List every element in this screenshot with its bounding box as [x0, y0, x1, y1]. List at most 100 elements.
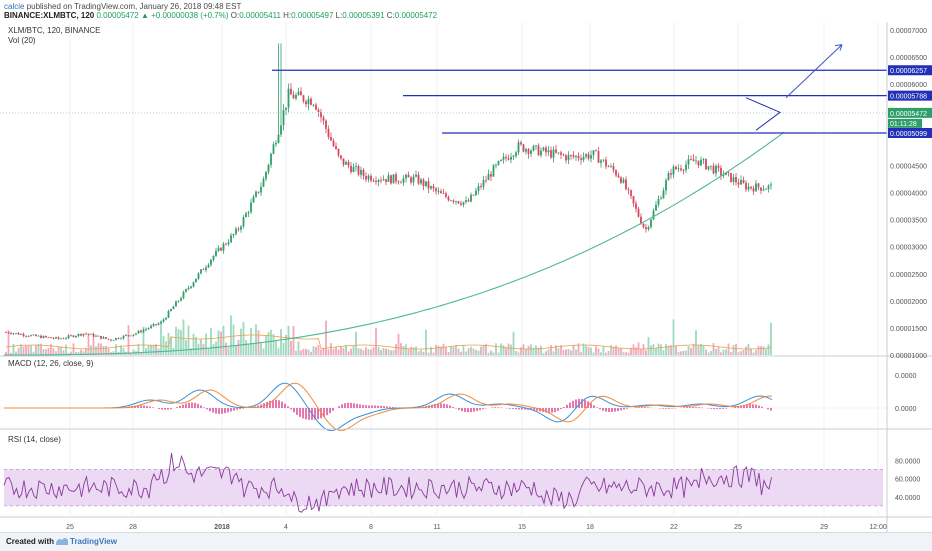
candle-body — [530, 151, 532, 154]
candle-body — [700, 160, 702, 166]
macd-hist-bar — [521, 408, 523, 410]
volume-bar — [355, 332, 357, 355]
volume-bar — [758, 346, 760, 355]
candle-body — [605, 160, 607, 167]
volume-bar — [473, 349, 475, 355]
time-tick-label: 25 — [734, 524, 742, 531]
macd-hist-bar — [197, 404, 199, 408]
candle-body — [63, 338, 65, 339]
macd-hist-bar — [206, 408, 208, 409]
macd-hist-bar — [767, 408, 769, 409]
macd-hist-bar — [383, 406, 385, 408]
price-tick-label: 0.00006500 — [890, 55, 927, 62]
rsi-band — [4, 469, 883, 506]
macd-hist-bar — [446, 404, 448, 408]
candle-body — [48, 337, 50, 338]
candle-body — [508, 158, 510, 159]
volume-bar — [530, 344, 532, 355]
volume-bar — [373, 347, 375, 355]
volume-bar — [595, 346, 597, 355]
macd-hist-bar — [200, 405, 202, 408]
candle-body — [225, 244, 227, 245]
macd-hist-bar — [176, 407, 178, 408]
candle-body — [688, 159, 690, 165]
candle-body — [670, 173, 672, 174]
candle-body — [518, 142, 520, 152]
candle-body — [193, 282, 195, 286]
macd-hist-bar — [725, 408, 727, 409]
candle-body — [65, 338, 67, 339]
close-label: C: — [387, 11, 395, 20]
macd-hist-bar — [287, 406, 289, 408]
tradingview-logo-icon[interactable] — [55, 535, 69, 547]
candle-body — [603, 160, 605, 161]
macd-hist-bar — [191, 403, 193, 408]
volume-bar — [365, 347, 367, 355]
macd-hist-bar — [572, 401, 574, 408]
candle-body — [733, 177, 735, 182]
volume-bar — [505, 348, 507, 355]
volume-bar — [763, 346, 765, 355]
volume-bar — [745, 347, 747, 355]
candle-body — [510, 157, 512, 160]
macd-hist-bar — [164, 408, 166, 410]
volume-bar — [308, 350, 310, 355]
candle-body — [598, 151, 600, 163]
candle-body — [165, 318, 167, 320]
volume-bar — [245, 340, 247, 355]
volume-bar — [90, 345, 92, 355]
candle-body — [30, 335, 32, 336]
candle-body — [520, 142, 522, 144]
volume-bar — [550, 345, 552, 355]
volume-bar — [420, 350, 422, 355]
macd-hist-bar — [617, 408, 619, 411]
chart-canvas[interactable]: 0.000070000.000065000.000060000.00005500… — [0, 22, 932, 532]
candle-body — [693, 159, 695, 161]
volume-bar — [450, 346, 452, 355]
volume-bar — [340, 346, 342, 355]
candle-body — [600, 160, 602, 162]
volume-bar — [540, 346, 542, 355]
time-tick-label: 4 — [284, 524, 288, 531]
candle-body — [760, 187, 762, 190]
candle-body — [768, 185, 770, 188]
volume-bar — [398, 334, 400, 355]
macd-hist-bar — [362, 405, 364, 408]
volume-bar — [58, 347, 60, 355]
volume-bar — [515, 351, 517, 355]
volume-bar — [123, 348, 125, 355]
macd-hist-bar — [371, 405, 373, 408]
volume-bar — [400, 343, 402, 355]
volume-bar — [360, 349, 362, 355]
candle-body — [528, 149, 530, 154]
candle-body — [228, 242, 230, 244]
rsi-tick-label: 40.0000 — [895, 495, 920, 502]
volume-bar — [418, 351, 420, 355]
candle-body — [123, 336, 125, 339]
volume-bar — [525, 349, 527, 355]
candle-body — [355, 166, 357, 167]
volume-bar — [353, 346, 355, 355]
candle-body — [345, 162, 347, 165]
volume-bar — [48, 348, 50, 355]
candle-body — [580, 158, 582, 160]
macd-hist-bar — [563, 407, 565, 408]
volume-bar — [318, 345, 320, 355]
candle-body — [423, 179, 425, 186]
candle-body — [158, 323, 160, 324]
macd-hist-bar — [242, 408, 244, 409]
macd-hist-bar — [662, 408, 664, 409]
author-link[interactable]: calcie — [4, 2, 24, 11]
macd-hist-bar — [188, 403, 190, 408]
volume-bar — [233, 324, 235, 355]
macd-hist-bar — [380, 406, 382, 408]
volume-bar — [593, 352, 595, 355]
volume-bar — [195, 337, 197, 355]
macd-hist-bar — [770, 408, 772, 410]
candle-body — [155, 324, 157, 325]
candle-body — [650, 219, 652, 227]
macd-hist-bar — [194, 403, 196, 408]
volume-bar — [303, 349, 305, 355]
price-tick-label: 0.00002500 — [890, 272, 927, 279]
tradingview-brand[interactable]: TradingView — [70, 537, 117, 546]
